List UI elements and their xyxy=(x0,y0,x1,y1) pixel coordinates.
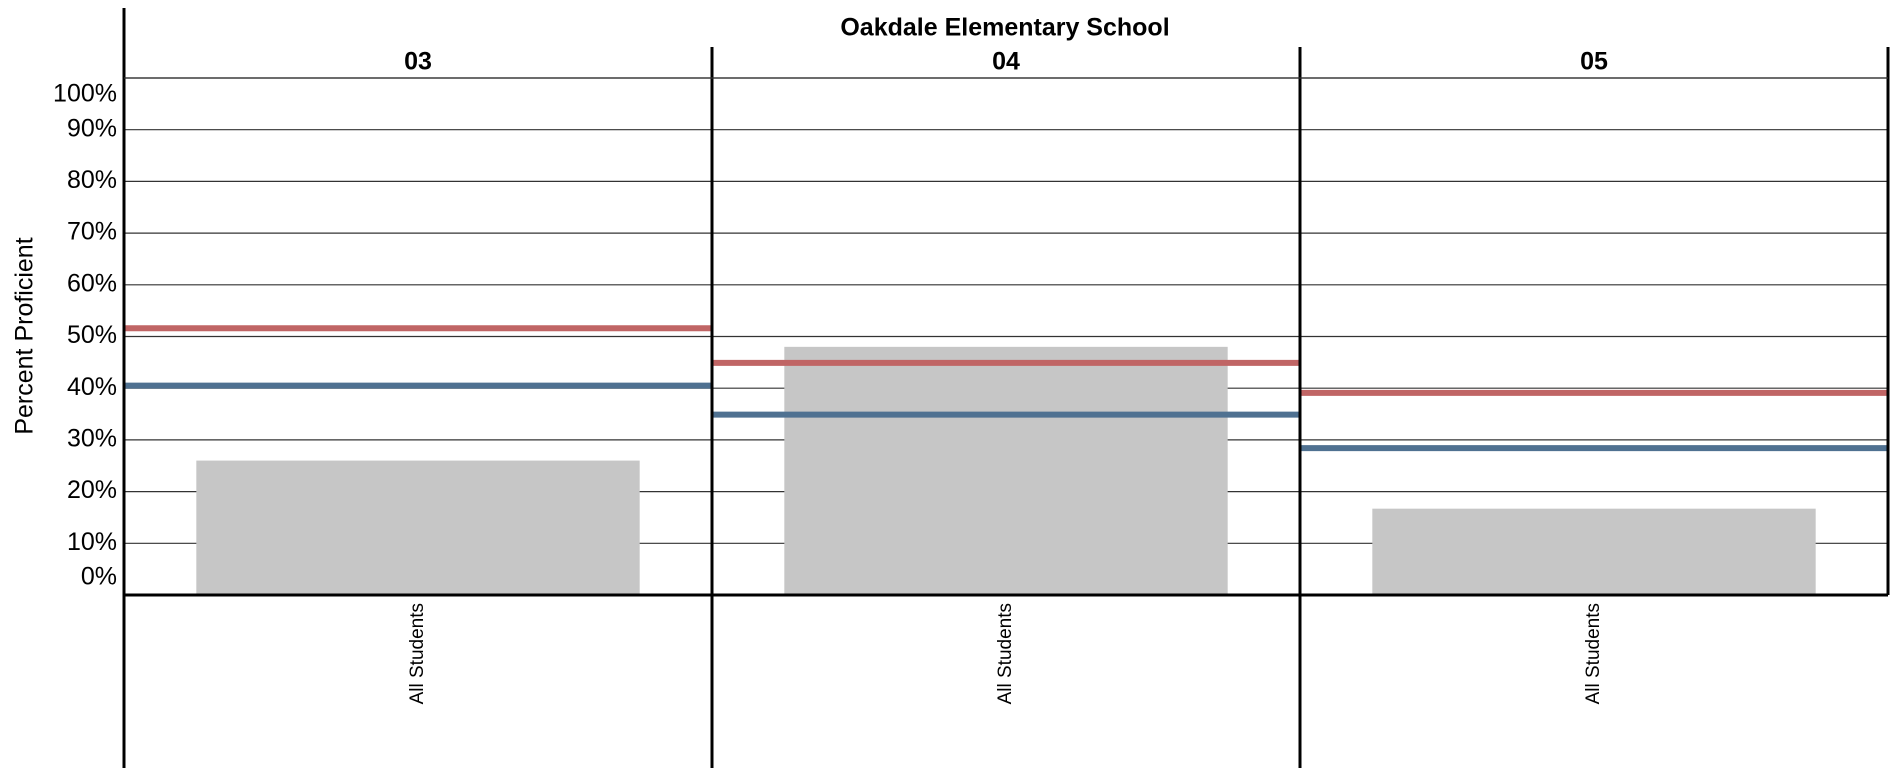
category-label: All Students xyxy=(995,603,1016,704)
y-tick-label: 80% xyxy=(67,166,117,194)
y-tick-label: 30% xyxy=(67,425,117,453)
chart-title: Oakdale Elementary School xyxy=(840,14,1169,42)
bar xyxy=(196,460,640,595)
y-tick-label: 90% xyxy=(67,114,117,142)
bar xyxy=(784,346,1228,595)
panel-title: 04 xyxy=(992,48,1020,76)
panel-title: 03 xyxy=(404,48,432,76)
category-label: All Students xyxy=(1583,603,1604,704)
bar xyxy=(1372,508,1816,595)
y-axis-label: Percent Proficient xyxy=(11,237,39,434)
y-tick-label: 10% xyxy=(67,528,117,556)
panel-title: 05 xyxy=(1580,48,1608,76)
y-tick-label: 100% xyxy=(53,80,117,108)
y-tick-label: 0% xyxy=(81,563,117,591)
y-tick-label: 20% xyxy=(67,476,117,504)
y-tick-label: 50% xyxy=(67,321,117,349)
y-tick-label: 40% xyxy=(67,373,117,401)
y-tick-label: 60% xyxy=(67,269,117,297)
category-label: All Students xyxy=(407,603,428,704)
y-tick-label: 70% xyxy=(67,218,117,246)
